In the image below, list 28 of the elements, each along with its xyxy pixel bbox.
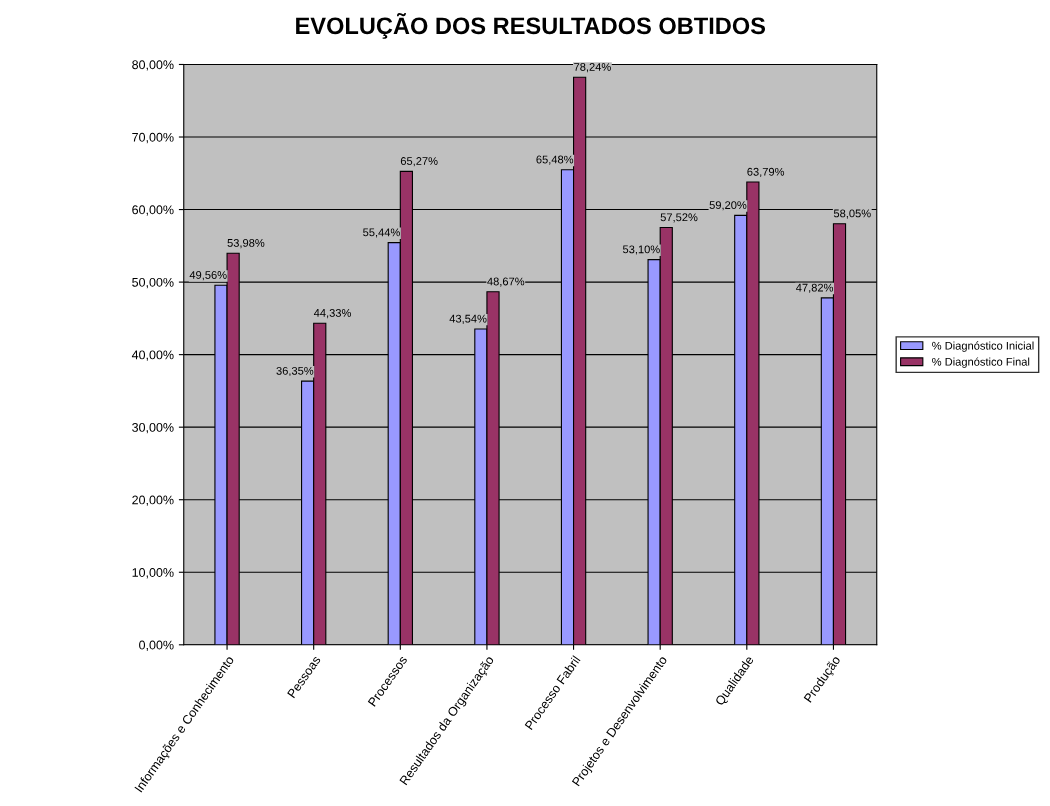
data-label: 63,79% xyxy=(747,167,785,178)
data-label: 58,05% xyxy=(833,209,871,219)
data-label: 47,82% xyxy=(796,283,834,293)
data-label: 44,33% xyxy=(313,309,351,319)
data-label: 53,10% xyxy=(622,245,660,255)
data-label: 65,27% xyxy=(400,157,438,167)
legend-label: % Diagnóstico Inicial xyxy=(932,341,1034,352)
y-tick-label: 20,00% xyxy=(132,495,174,506)
chart-title: EVOLUÇÃO DOS RESULTADOS OBTIDOS xyxy=(296,12,766,39)
data-label: 36,35% xyxy=(276,366,314,377)
y-tick-label: 50,00% xyxy=(132,277,174,289)
y-tick-label: 10,00% xyxy=(132,568,174,579)
data-label: 43,54% xyxy=(449,314,487,324)
legend-label: % Diagnóstico Final xyxy=(932,357,1030,368)
y-tick-label: 40,00% xyxy=(131,350,174,361)
y-tick-label: 70,00% xyxy=(132,132,174,144)
data-label: 49,56% xyxy=(189,271,227,281)
data-label: 55,44% xyxy=(363,228,400,238)
data-label: 59,20% xyxy=(709,201,747,211)
data-label: 48,67% xyxy=(487,277,525,287)
y-tick-label: 80,00% xyxy=(132,60,174,71)
data-label: 53,98% xyxy=(227,239,265,249)
data-label: 57,52% xyxy=(660,213,698,223)
y-tick-label: 30,00% xyxy=(132,422,174,434)
y-tick-label: 0,00% xyxy=(139,640,174,651)
data-label: 78,24% xyxy=(574,63,611,73)
data-label: 65,48% xyxy=(536,155,574,165)
y-tick-label: 60,00% xyxy=(132,205,174,216)
